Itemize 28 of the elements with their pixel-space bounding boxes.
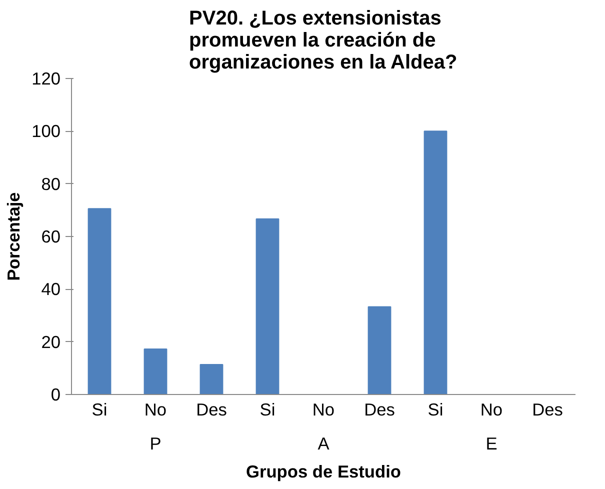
y-tick-label: 20	[41, 332, 61, 352]
bar	[424, 130, 448, 394]
x-tick-label: No	[312, 400, 335, 420]
x-axis-title: Grupos de Estudio	[246, 462, 401, 482]
bar	[200, 364, 224, 394]
x-tick-label: No	[480, 400, 503, 420]
text: P	[150, 434, 162, 454]
bar	[256, 218, 280, 394]
y-tick-label: 80	[41, 174, 61, 194]
chart-title: PV20. ¿Los extensionistas promueven la creación de organizaciones en la Aldea?	[189, 8, 458, 74]
y-tick-label: 100	[32, 121, 61, 142]
y-tick-label: 40	[41, 279, 61, 300]
text: A	[318, 434, 330, 454]
x-tick-label: Des	[532, 400, 564, 420]
x-tick-label: Des	[196, 400, 228, 420]
x-tick-label: Si	[428, 400, 444, 420]
y-tick-label: 0	[50, 384, 61, 404]
x-tick-label: No	[144, 400, 167, 420]
x-tick-label: Si	[260, 400, 276, 420]
bar	[144, 348, 168, 394]
bar	[368, 306, 392, 394]
x-tick-label: Des	[364, 400, 396, 420]
y-axis-title: Porcentaje	[4, 192, 24, 281]
y-tick-label: 120	[32, 68, 61, 88]
text: E	[486, 434, 498, 454]
y-tick-label: 60	[41, 226, 61, 246]
x-tick-label: Si	[92, 400, 108, 420]
bar	[88, 208, 112, 394]
